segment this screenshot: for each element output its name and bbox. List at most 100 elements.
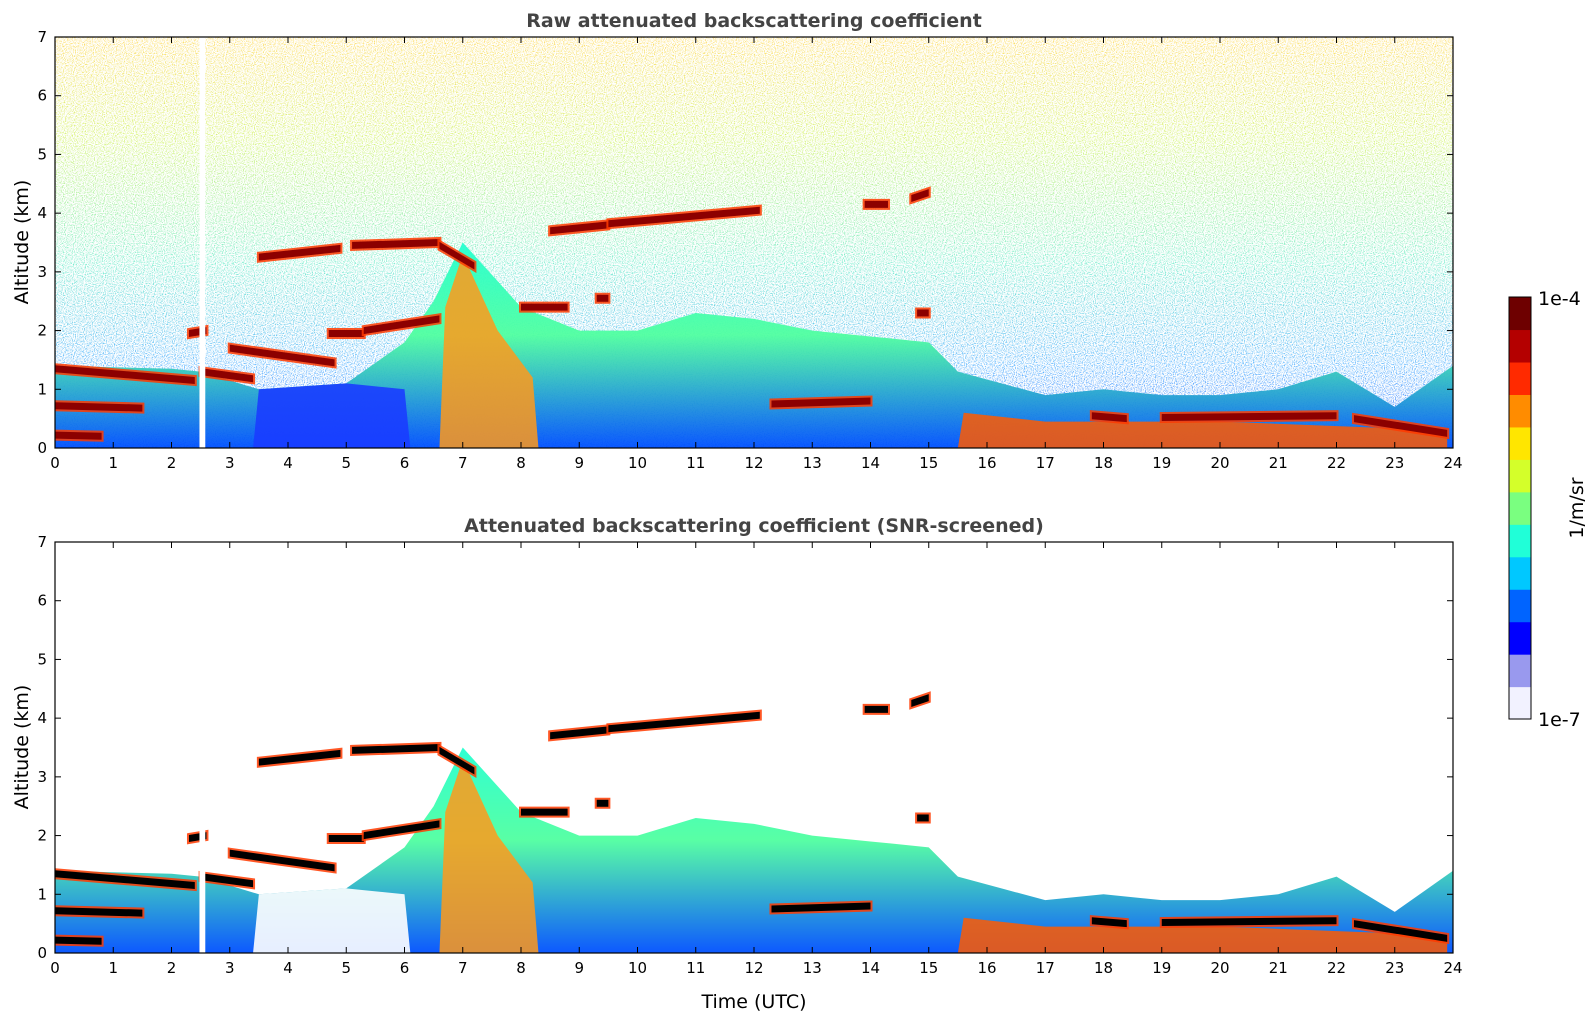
cloud-layer — [55, 907, 143, 917]
colorbar-step — [1509, 459, 1531, 493]
cloud-layer — [55, 431, 102, 440]
x-tick-label: 19 — [1152, 959, 1171, 977]
cloud-layer — [55, 402, 143, 412]
x-tick-label: 0 — [50, 454, 60, 472]
x-tick-label: 24 — [1443, 959, 1462, 977]
x-tick-label: 15 — [919, 454, 938, 472]
y-tick-label: 5 — [37, 650, 47, 668]
x-tick-label: 6 — [400, 454, 410, 472]
cloud-layer — [550, 726, 609, 740]
panel-raw: Raw attenuated backscattering coefficien… — [11, 10, 1463, 472]
x-tick-label: 11 — [686, 454, 705, 472]
x-tick-label: 22 — [1327, 454, 1346, 472]
x-tick-label: 16 — [977, 454, 996, 472]
cloud-layer — [439, 746, 475, 775]
cloud-layer — [363, 820, 440, 840]
cloud-layer — [1353, 920, 1448, 942]
x-tick-label: 4 — [283, 454, 293, 472]
x-tick-label: 16 — [977, 959, 996, 977]
panel-title-snr: Attenuated backscattering coefficient (S… — [464, 515, 1044, 537]
x-tick-label: 2 — [167, 454, 177, 472]
cloud-layer — [596, 799, 609, 807]
y-tick-label: 6 — [37, 592, 47, 610]
x-tick-label: 17 — [1036, 959, 1055, 977]
cloud-layer — [1161, 917, 1337, 926]
cloud-layer — [200, 873, 254, 888]
cloud-layer — [55, 365, 195, 384]
cloud-layer — [917, 814, 929, 822]
data-gap — [199, 542, 206, 953]
x-tick-label: 0 — [50, 959, 60, 977]
cloud-layer — [596, 294, 609, 302]
cloud-layer — [608, 711, 760, 733]
x-tick-label: 20 — [1210, 454, 1229, 472]
x-tick-label: 8 — [516, 959, 526, 977]
cloud-layer — [911, 189, 929, 202]
heatmap-snr — [55, 542, 1453, 953]
clean-air-region — [253, 888, 411, 953]
cloud-layer — [1091, 917, 1127, 928]
x-tick-label: 22 — [1327, 959, 1346, 977]
colorbar-step — [1509, 297, 1531, 331]
surface-aerosol-layer — [957, 917, 1448, 953]
cloud-layer — [352, 744, 440, 754]
colorbar-step — [1509, 621, 1531, 655]
colorbar-step — [1509, 491, 1531, 525]
x-tick-label: 13 — [803, 959, 822, 977]
x-tick-label: 17 — [1036, 454, 1055, 472]
x-tick-label: 21 — [1269, 454, 1288, 472]
x-tick-label: 1 — [108, 959, 118, 977]
colorbar-scale — [1509, 297, 1531, 720]
cloud-layer — [1091, 412, 1127, 423]
cloud-layer — [258, 244, 341, 261]
cloud-layer — [352, 239, 440, 249]
x-tick-label: 14 — [861, 959, 880, 977]
x-ticks-raw: 0 1 2 3 4 5 6 7 8 9 10 11 12 13 14 15 16 17 18 19 20 21 22 23 24 — [50, 37, 1463, 472]
cloud-layer — [1353, 415, 1448, 437]
x-tick-label: 12 — [744, 959, 763, 977]
x-tick-label: 1 — [108, 454, 118, 472]
cloud-layer — [55, 936, 102, 945]
x-tick-label: 4 — [283, 959, 293, 977]
colorbar-step — [1509, 556, 1531, 590]
y-tick-label: 4 — [37, 204, 47, 222]
cloud-layer — [771, 902, 871, 913]
cloud-layer — [229, 344, 335, 367]
x-tick-label: 6 — [400, 959, 410, 977]
cloud-layer — [864, 200, 888, 208]
colorbar-max-label: 1e-4 — [1538, 288, 1581, 310]
cloud-layer — [911, 694, 929, 707]
cloud-layer — [439, 241, 475, 270]
colorbar-step — [1509, 426, 1531, 460]
surface-aerosol-layer — [957, 412, 1448, 448]
cloud-layer — [771, 397, 871, 408]
heatmap-raw — [55, 37, 1453, 448]
cloud-layer — [521, 303, 568, 311]
x-tick-label: 21 — [1269, 959, 1288, 977]
x-tick-label: 10 — [628, 454, 647, 472]
cloud-layer — [1161, 412, 1337, 421]
x-tick-label: 20 — [1210, 959, 1229, 977]
cloud-layer — [363, 315, 440, 335]
colorbar-min-label: 1e-7 — [1538, 709, 1581, 731]
colorbar-step — [1509, 686, 1531, 720]
colorbar-step — [1509, 361, 1531, 395]
cloud-layer — [917, 309, 929, 317]
panel-snr: Attenuated backscattering coefficient (S… — [11, 515, 1463, 1013]
panel-title-raw: Raw attenuated backscattering coefficien… — [526, 10, 982, 32]
colorbar-step — [1509, 589, 1531, 623]
x-tick-label: 3 — [225, 959, 235, 977]
cloud-layer — [864, 705, 888, 713]
x-tick-label: 18 — [1094, 959, 1113, 977]
aerosol-plume — [439, 254, 539, 448]
x-tick-label: 23 — [1385, 959, 1404, 977]
y-axis-label-raw: Altitude (km) — [11, 180, 33, 305]
x-tick-label: 11 — [686, 959, 705, 977]
y-tick-label: 5 — [37, 145, 47, 163]
x-tick-label: 18 — [1094, 454, 1113, 472]
colorbar-step — [1509, 329, 1531, 363]
x-tick-label: 13 — [803, 454, 822, 472]
aerosol-plume — [439, 759, 539, 953]
y-tick-label: 1 — [37, 380, 47, 398]
